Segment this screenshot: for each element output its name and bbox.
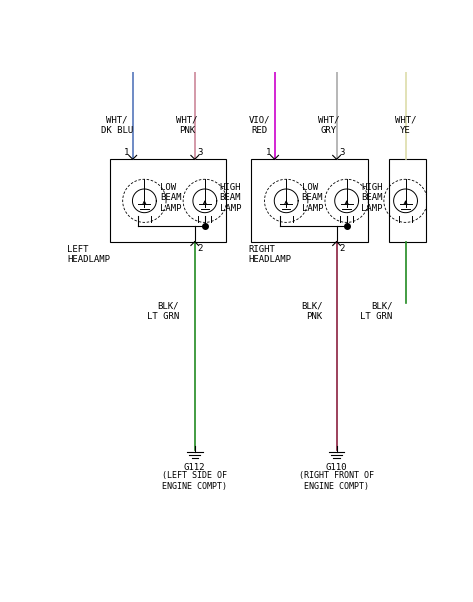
Text: 1: 1 — [124, 148, 130, 157]
Text: HIGH
BEAM
LAMP: HIGH BEAM LAMP — [219, 183, 241, 213]
Text: WHT/
GRY: WHT/ GRY — [318, 116, 340, 135]
Text: BLK/
LT GRN: BLK/ LT GRN — [147, 301, 179, 321]
Text: 3: 3 — [197, 148, 202, 157]
Text: RIGHT
HEADLAMP: RIGHT HEADLAMP — [248, 245, 291, 264]
Text: WHT/
DK BLU: WHT/ DK BLU — [101, 116, 133, 135]
Text: WHT/
YE: WHT/ YE — [395, 116, 416, 135]
Text: (LEFT SIDE OF
ENGINE COMPT): (LEFT SIDE OF ENGINE COMPT) — [162, 471, 227, 491]
Bar — [251, 160, 368, 241]
Text: BLK/
LT GRN: BLK/ LT GRN — [360, 301, 393, 321]
Text: 2: 2 — [339, 244, 344, 253]
Text: (RIGHT FRONT OF
ENGINE COMPT): (RIGHT FRONT OF ENGINE COMPT) — [299, 471, 374, 491]
Text: G110: G110 — [326, 464, 347, 473]
Text: VIO/
RED: VIO/ RED — [248, 116, 270, 135]
Text: BLK/
PNK: BLK/ PNK — [301, 301, 323, 321]
Text: 1: 1 — [266, 148, 272, 157]
Bar — [110, 160, 226, 241]
Text: G112: G112 — [184, 464, 205, 473]
Text: 3: 3 — [339, 148, 344, 157]
Text: LOW
BEAM
LAMP: LOW BEAM LAMP — [302, 183, 323, 213]
Bar — [388, 160, 426, 241]
Text: LEFT
HEADLAMP: LEFT HEADLAMP — [67, 245, 110, 264]
Text: LOW
BEAM
LAMP: LOW BEAM LAMP — [160, 183, 181, 213]
Text: WHT/
PNK: WHT/ PNK — [176, 116, 198, 135]
Text: HIGH
BEAM
LAMP: HIGH BEAM LAMP — [361, 183, 383, 213]
Text: 2: 2 — [197, 244, 202, 253]
